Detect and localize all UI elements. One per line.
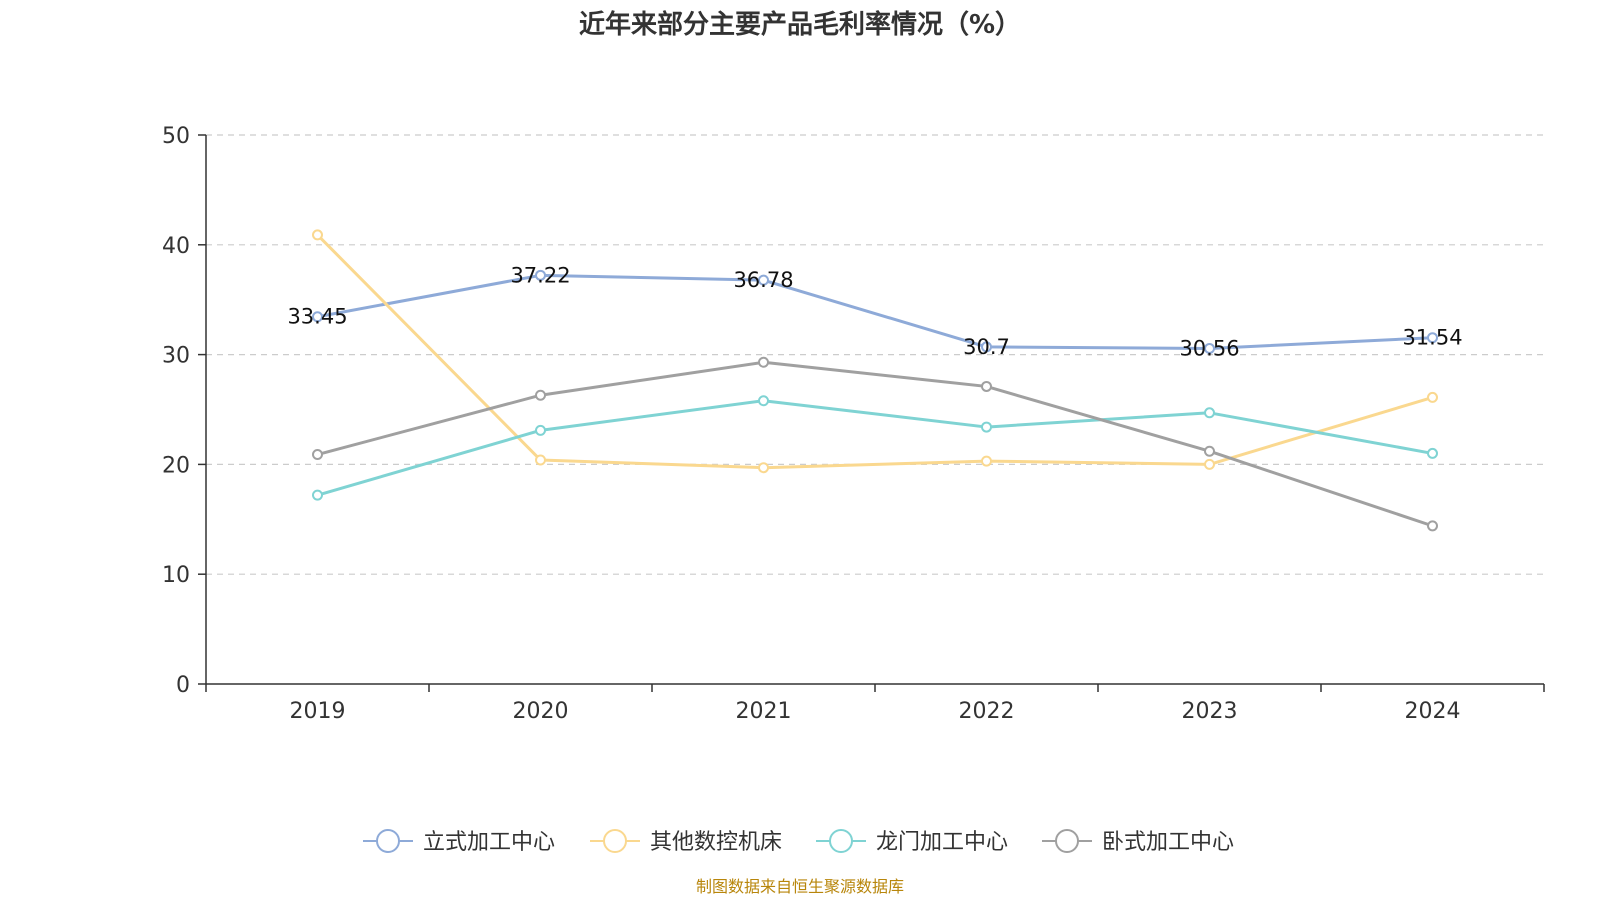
data-label-2021: 36.78 [733,268,793,292]
series-1-point-2020 [535,454,546,466]
legend-label-2: 龙门加工中心 [876,830,1008,855]
y-tick-label-50: 50 [162,124,190,149]
series-3-point-2020 [535,389,546,401]
series-0-point-2023 [1204,342,1215,354]
legend-label-0: 立式加工中心 [423,830,555,855]
series-0-point-2022 [981,341,992,353]
source-note: 制图数据来自恒生聚源数据库 [696,877,904,896]
y-tick-label-0: 0 [176,673,190,698]
data-labels: 33.45 37.22 36.78 30.7 30.56 31.54 [287,263,1462,360]
x-tick-label-2020: 2020 [513,699,569,724]
series-0-point-2021 [758,274,769,286]
x-tick-label-2021: 2021 [736,699,792,724]
series-line-3 [317,360,1433,528]
series-1-point-2023 [1204,458,1215,470]
series-2-point-2024 [1427,447,1438,459]
data-label-2023: 30.56 [1179,336,1239,360]
data-label-2022: 30.7 [963,335,1010,359]
series-2-point-2023 [1204,407,1215,419]
data-label-2019: 33.45 [287,305,347,329]
series-0-point-2024 [1427,332,1438,344]
gridlines [206,134,1544,575]
legend-marker-0 [376,829,400,853]
data-label-2024: 31.54 [1402,326,1462,350]
y-tick-label-30: 30 [162,344,190,369]
legend-label-3: 卧式加工中心 [1102,830,1234,855]
x-tick-label-2019: 2019 [290,699,346,724]
axes: 0 10 20 30 40 50 2019 2020 2021 2022 2023 2024 [162,124,1545,724]
y-tick-label-10: 10 [162,563,190,588]
x-tick-label-2022: 2022 [959,699,1015,724]
series-3-point-2023 [1204,445,1215,457]
series-3-point-2024 [1427,520,1438,532]
data-label-2020: 37.22 [510,263,570,287]
series-1-point-2022 [981,455,992,467]
series-3-point-2019 [312,449,323,461]
legend: 立式加工中心 其他数控机床 龙门加工中心 卧式加工中心 [363,829,1234,855]
series-line-1 [316,233,1433,470]
series-line-0 [317,273,1433,350]
series-2-point-2022 [981,421,992,433]
series-lines [312,229,1438,532]
series-2-point-2021 [758,395,769,407]
series-1-point-2021 [758,462,769,474]
x-tick-label-2024: 2024 [1405,699,1461,724]
series-1-point-2019 [312,229,323,241]
series-2-point-2020 [535,424,546,436]
legend-marker-1 [603,829,627,853]
y-tick-label-40: 40 [162,234,190,259]
series-3-point-2022 [981,380,992,392]
x-tick-label-2023: 2023 [1182,699,1238,724]
series-0-point-2020 [535,269,546,281]
legend-marker-2 [829,829,853,853]
series-2-point-2019 [312,489,323,501]
legend-marker-3 [1055,829,1079,853]
y-tick-label-20: 20 [162,453,190,478]
series-0-point-2019 [312,311,323,323]
series-3-point-2021 [758,356,769,368]
series-1-point-2024 [1427,391,1438,403]
legend-label-1: 其他数控机床 [650,830,782,855]
chart-title: 近年来部分主要产品毛利率情况（%） [579,9,1021,40]
series-line-2 [317,399,1433,497]
